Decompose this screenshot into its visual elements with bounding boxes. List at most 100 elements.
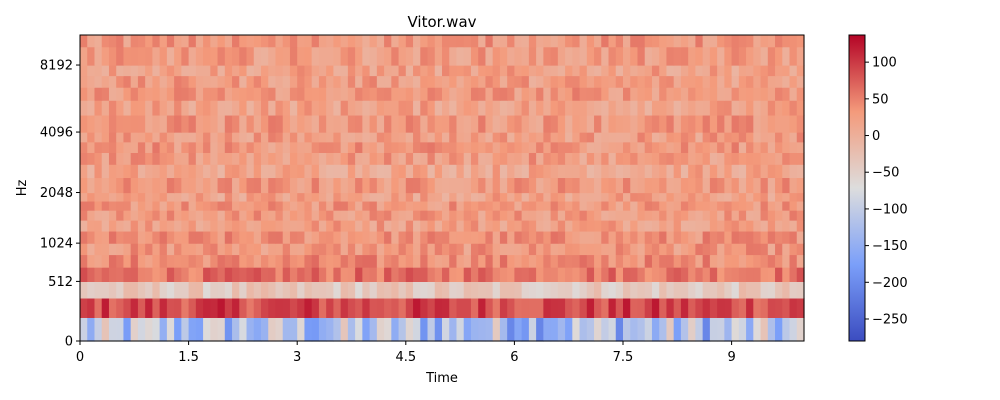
- heatmap-cell: [565, 220, 573, 232]
- heatmap-cell: [217, 177, 226, 194]
- heatmap-cell: [434, 317, 443, 342]
- heatmap-cell: [738, 254, 747, 268]
- heatmap-cell: [485, 87, 494, 101]
- heatmap-cell: [80, 267, 88, 282]
- heatmap-cell: [528, 281, 537, 299]
- heatmap-cell: [536, 132, 544, 143]
- heatmap-cell: [630, 243, 639, 256]
- heatmap-cell: [760, 46, 769, 66]
- heatmap-cell: [195, 164, 204, 179]
- heatmap-cell: [166, 152, 175, 165]
- heatmap-cell: [123, 281, 132, 299]
- heatmap-cell: [601, 141, 610, 153]
- heatmap-cell: [695, 164, 704, 179]
- heatmap-cell: [311, 317, 320, 342]
- heatmap-cell: [565, 114, 573, 133]
- heatmap-cell: [116, 100, 125, 116]
- heatmap-cell: [623, 87, 631, 101]
- heatmap-cell: [615, 152, 624, 165]
- heatmap-cell: [579, 141, 588, 153]
- heatmap-cell: [203, 243, 211, 256]
- heatmap-cell: [579, 65, 588, 77]
- heatmap-cell: [137, 317, 146, 342]
- heatmap-cell: [615, 220, 624, 232]
- heatmap-cell: [789, 220, 798, 232]
- heatmap-cell: [311, 75, 320, 88]
- heatmap-cell: [724, 254, 733, 268]
- heatmap-cell: [753, 254, 762, 268]
- heatmap-cell: [362, 75, 371, 88]
- heatmap-cell: [203, 75, 211, 88]
- heatmap-cell: [478, 75, 487, 88]
- heatmap-cell: [203, 192, 211, 202]
- heatmap-cell: [116, 230, 125, 244]
- heatmap-cell: [746, 65, 754, 77]
- heatmap-cell: [782, 254, 791, 268]
- heatmap-cell: [384, 164, 392, 179]
- heatmap-cell: [413, 75, 421, 88]
- heatmap-cell: [514, 267, 523, 282]
- heatmap-cell: [268, 65, 277, 77]
- heatmap-cell: [637, 100, 646, 116]
- heatmap-cell: [492, 317, 501, 342]
- heatmap-cell: [644, 65, 653, 77]
- heatmap-cell: [651, 192, 660, 202]
- heatmap-cell: [651, 46, 660, 66]
- heatmap-cell: [470, 200, 479, 211]
- heatmap-cell: [174, 35, 182, 48]
- heatmap-cell: [463, 220, 472, 232]
- heatmap-cell: [181, 243, 190, 256]
- heatmap-cell: [738, 65, 747, 77]
- heatmap-cell: [130, 177, 139, 194]
- heatmap-cell: [717, 132, 725, 143]
- heatmap-cell: [695, 254, 704, 268]
- heatmap-cell: [637, 35, 646, 48]
- heatmap-cell: [688, 230, 696, 244]
- heatmap-cell: [731, 267, 740, 282]
- heatmap-cell: [289, 87, 298, 101]
- heatmap-cell: [282, 65, 291, 77]
- heatmap-cell: [644, 177, 653, 194]
- heatmap-cell: [116, 297, 125, 318]
- heatmap-cell: [159, 65, 168, 77]
- heatmap-cell: [434, 254, 443, 268]
- heatmap-cell: [644, 254, 653, 268]
- heatmap-cell: [203, 65, 211, 77]
- heatmap-cell: [543, 220, 552, 232]
- heatmap-cell: [521, 46, 530, 66]
- heatmap-cell: [355, 152, 363, 165]
- heatmap-cell: [514, 317, 523, 342]
- heatmap-cell: [507, 267, 515, 282]
- heatmap-cell: [391, 243, 400, 256]
- heatmap-cell: [137, 297, 146, 318]
- heatmap-cell: [775, 220, 783, 232]
- heatmap-cell: [601, 100, 610, 116]
- heatmap-cell: [145, 87, 153, 101]
- heatmap-cell: [130, 220, 139, 232]
- heatmap-cell: [637, 114, 646, 133]
- heatmap-cell: [289, 243, 298, 256]
- heatmap-cell: [174, 65, 182, 77]
- heatmap-cell: [391, 132, 400, 143]
- heatmap-cell: [796, 132, 805, 143]
- heatmap-cell: [782, 243, 791, 256]
- heatmap-cell: [746, 230, 754, 244]
- heatmap-cell: [166, 281, 175, 299]
- heatmap-cell: [210, 317, 219, 342]
- heatmap-cell: [116, 132, 125, 143]
- heatmap-cell: [362, 65, 371, 77]
- heatmap-cell: [275, 152, 284, 165]
- heatmap-cell: [724, 281, 733, 299]
- heatmap-cell: [601, 200, 610, 211]
- heatmap-cell: [680, 254, 689, 268]
- heatmap-cell: [673, 192, 682, 202]
- heatmap-cell: [623, 164, 631, 179]
- heatmap-cell: [738, 230, 747, 244]
- heatmap-cell: [80, 210, 88, 221]
- heatmap-cell: [470, 297, 479, 318]
- heatmap-cell: [427, 65, 436, 77]
- heatmap-cell: [572, 46, 581, 66]
- heatmap-cell: [767, 297, 776, 318]
- heatmap-cell: [174, 281, 182, 299]
- heatmap-cell: [282, 46, 291, 66]
